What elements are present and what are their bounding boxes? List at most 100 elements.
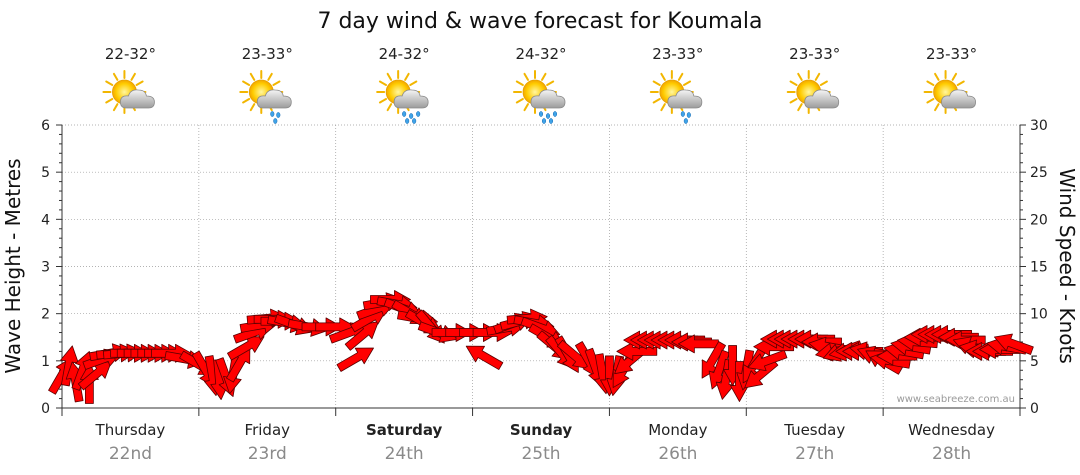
day-name-label: Sunday (510, 421, 573, 439)
sun-ray (652, 98, 661, 104)
wind-arrow-shape (336, 347, 374, 372)
sun-ray (515, 98, 524, 104)
sun-ray (105, 98, 114, 104)
y-axis-right-label: Wind Speed - Knots (1055, 168, 1079, 364)
wind-arrow (701, 341, 726, 379)
sun-ray (660, 72, 666, 81)
day-date-label: 23rd (248, 444, 287, 464)
sun-ray (409, 80, 418, 86)
rain-drop (273, 118, 278, 124)
weather-row: 22-32° 23-33° 24-32° 24-32° 23-33° 23-33° 23-3… (102, 45, 977, 124)
sun-ray (242, 98, 251, 104)
wind-arrow (747, 349, 788, 372)
sun-cloud-icon (923, 70, 976, 114)
y-axis-left-label: Wave Height - Metres (1, 158, 25, 373)
wind-arrow-shape (747, 349, 788, 372)
y-right-tick-label: 20 (1030, 212, 1048, 228)
cloud-shape (393, 89, 429, 109)
sun-cloud-drizzle-icon (239, 70, 292, 124)
sun-cloud-drizzle-icon (649, 70, 703, 124)
day-date-label: 24th (385, 444, 424, 464)
y-right-tick-label: 5 (1030, 354, 1039, 370)
y-right-tick-label: 10 (1030, 307, 1048, 323)
sun-cloud-rain-icon (513, 70, 566, 124)
sun-ray (386, 103, 393, 112)
sun-ray (404, 72, 410, 81)
rain-drop (270, 111, 275, 117)
sun-ray (378, 98, 388, 104)
y-right-tick-label: 25 (1030, 165, 1048, 181)
cloud-shape (120, 89, 155, 109)
rain-drop (409, 113, 414, 119)
sun-ray (677, 72, 684, 81)
sun-ray (951, 72, 958, 81)
credit-text: www.seabreeze.com.au (897, 394, 1015, 405)
sun-ray (934, 103, 940, 112)
cloud-shape (941, 89, 976, 109)
sun-ray (660, 103, 666, 112)
day-temperature: 23-33° (926, 45, 977, 63)
rain-drop (541, 118, 547, 124)
y-left-tick-label: 3 (41, 260, 50, 276)
sun-ray (682, 80, 692, 86)
wind-arrow (60, 345, 79, 387)
rain-drop (683, 118, 688, 124)
wind-arrow-shape (993, 333, 1034, 355)
sun-ray (652, 80, 661, 86)
rain-drop (548, 118, 554, 124)
sun-cloud-icon (102, 70, 155, 114)
wind-arrow (677, 334, 719, 354)
sun-ray (135, 80, 144, 86)
rain-drop (416, 111, 421, 117)
y-left-tick-label: 4 (41, 212, 50, 228)
rain-drop (680, 111, 685, 117)
day-date-label: 25th (521, 444, 560, 464)
cloud-shape (256, 89, 292, 109)
sun-ray (814, 72, 821, 81)
y-left-tick-label: 0 (41, 401, 50, 417)
y-left-tick-label: 5 (41, 165, 50, 181)
rain-drop (686, 112, 691, 118)
day-date-label: 27th (795, 444, 834, 464)
day-temperature: 23-33° (242, 45, 293, 63)
sun-ray (386, 72, 393, 81)
sun-ray (242, 80, 251, 86)
day-date-label: 22nd (109, 444, 152, 464)
sun-ray (112, 103, 119, 112)
wind-arrow (227, 336, 265, 361)
y-right-tick-label: 30 (1030, 118, 1048, 134)
wind-arrow (336, 347, 374, 372)
wind-arrow-shape (677, 334, 719, 354)
cloud-shape (804, 89, 840, 109)
sun-ray (541, 72, 547, 81)
wind-arrow-shape (227, 336, 265, 361)
day-name-label: Thursday (95, 421, 166, 439)
y-right-tick-label: 15 (1030, 260, 1048, 276)
chart-title: 7 day wind & wave forecast for Koumala (317, 9, 762, 34)
day-date-label: 26th (658, 444, 697, 464)
y-left-tick-label: 6 (41, 118, 50, 134)
axes: 0 1 2 3 4 5 6 0 5 10 15 20 25 30 (41, 118, 1048, 417)
day-temperature: 22-32° (105, 45, 156, 63)
rain-drop (545, 113, 551, 119)
rain-drop (276, 112, 281, 118)
sun-ray (956, 80, 965, 86)
wind-arrows (48, 290, 1034, 404)
sun-ray (934, 72, 940, 81)
wind-arrow (77, 360, 112, 391)
sun-ray (546, 80, 555, 86)
y-right-tick-label: 0 (1030, 401, 1039, 417)
rain-drop (552, 111, 558, 117)
day-temperature: 24-32° (515, 45, 566, 63)
sun-ray (819, 80, 828, 86)
rain-drop (405, 118, 410, 124)
wind-arrow-shape (465, 345, 504, 370)
day-name-label: Friday (245, 421, 291, 439)
sun-ray (797, 72, 803, 81)
day-name-label: Saturday (366, 421, 443, 439)
sun-cloud-rain-icon (376, 70, 429, 124)
day-date-label: 28th (932, 444, 971, 464)
y-left-tick-label: 1 (41, 354, 50, 370)
